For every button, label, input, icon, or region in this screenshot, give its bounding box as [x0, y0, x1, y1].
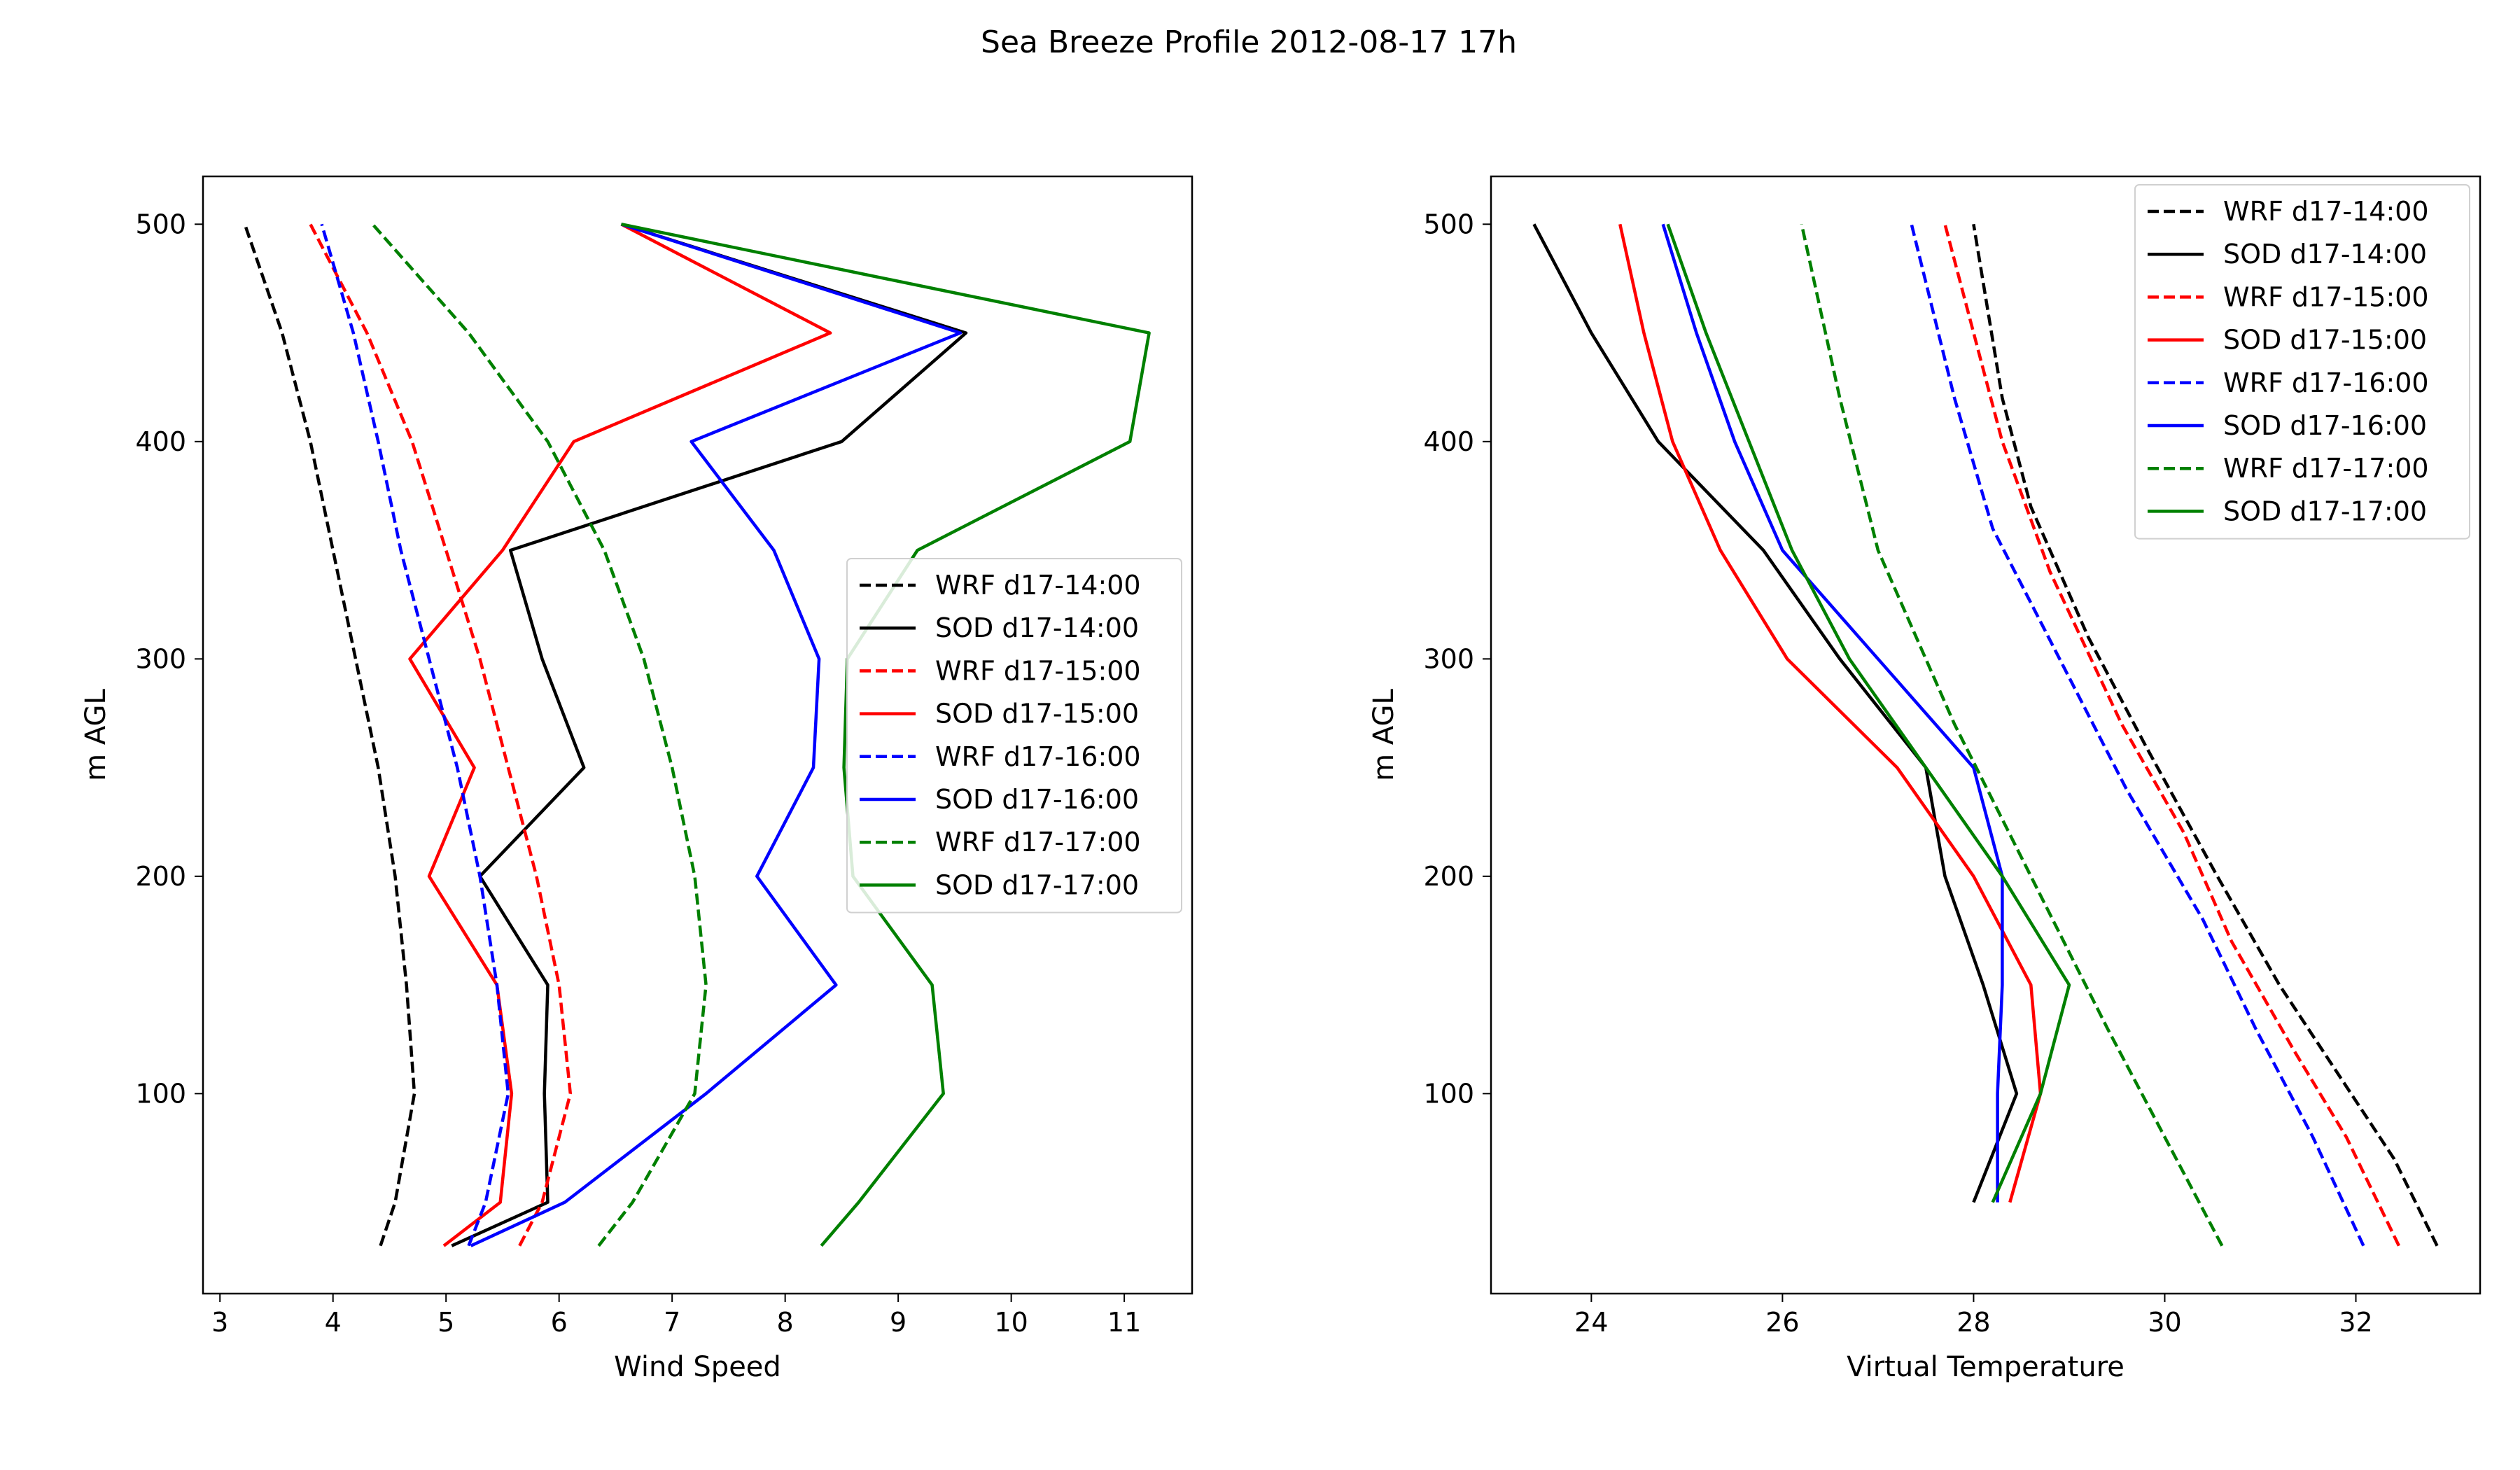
temp-series-line-4 — [1618, 223, 2043, 1203]
wind-legend-label-3: WRF d17-15:00 — [935, 655, 1141, 686]
wind-legend-label-7: WRF d17-17:00 — [935, 827, 1141, 858]
temp-legend-label-7: WRF d17-17:00 — [2223, 453, 2429, 484]
temp-axes-frame — [1490, 175, 2482, 1295]
wind-y-tick-label: 500 — [135, 209, 186, 239]
wind-series-line-1 — [243, 223, 416, 1247]
temp-x-tick-label: 32 — [2339, 1307, 2372, 1338]
temp-x-axis-label: Virtual Temperature — [1847, 1351, 2124, 1383]
wind-x-tick-label: 8 — [777, 1307, 794, 1338]
wind-x-tick-label: 11 — [1107, 1307, 1141, 1338]
temp-series-line-3 — [1943, 223, 2401, 1247]
temp-y-tick-label: 500 — [1423, 209, 1474, 239]
wind-legend-label-8: SOD d17-17:00 — [935, 869, 1139, 900]
temp-series-line-2 — [1532, 223, 2019, 1203]
temp-series-line-7 — [1800, 223, 2224, 1247]
wind-series-line-8 — [621, 223, 1151, 1247]
wind-x-axis-label: Wind Speed — [614, 1351, 781, 1383]
temp-legend-label-2: SOD d17-14:00 — [2223, 239, 2427, 270]
wind-legend: WRF d17-14:00 SOD d17-14:00 WRF d17-15:00 S… — [846, 558, 1182, 913]
temp-legend-label-3: WRF d17-15:00 — [2223, 281, 2429, 312]
temp-legend-label-4: SOD d17-15:00 — [2223, 325, 2427, 356]
wind-y-tick-label: 400 — [135, 426, 186, 457]
wind-series-line-6 — [470, 223, 962, 1247]
wind-x-tick-label: 10 — [994, 1307, 1028, 1338]
wind-x-tick-label: 6 — [551, 1307, 568, 1338]
wind-axes-frame — [202, 175, 1194, 1295]
temp-legend-label-5: WRF d17-16:00 — [2223, 368, 2429, 398]
wind-series-line-7 — [371, 223, 708, 1247]
temp-series-line-8 — [1666, 223, 2071, 1203]
wind-x-tick-label: 4 — [325, 1307, 342, 1338]
temp-series-line-1 — [1972, 223, 2439, 1247]
wind-series-line-4 — [408, 223, 832, 1247]
wind-series-line-3 — [309, 223, 573, 1247]
wind-legend-label-1: WRF d17-14:00 — [935, 570, 1141, 601]
wind-legend-box — [846, 558, 1182, 913]
wind-y-tick-label: 200 — [135, 861, 186, 892]
wind-x-tick-label: 7 — [664, 1307, 680, 1338]
temp-y-tick-label: 200 — [1423, 861, 1474, 892]
wind-speed-panel: 3 4 5 6 7 8 9 10 11 100 200 300 400 500 Wind Speed m AG… — [80, 175, 1194, 1383]
temp-legend-label-1: WRF d17-14:00 — [2223, 196, 2429, 227]
temp-y-axis-label: m AGL — [1368, 688, 1400, 780]
wind-y-axis-label: m AGL — [80, 688, 112, 780]
wind-series-line-2 — [451, 223, 968, 1247]
temp-x-tick-label: 24 — [1574, 1307, 1608, 1338]
figure-title: Sea Breeze Profile 2012-08-17 17h — [981, 24, 1517, 60]
temp-y-tick-label: 100 — [1423, 1078, 1474, 1109]
temp-legend-label-6: SOD d17-16:00 — [2223, 410, 2427, 441]
wind-series-line-5 — [320, 223, 510, 1247]
temp-series-line-6 — [1661, 223, 2004, 1203]
temp-legend: WRF d17-14:00 SOD d17-14:00 WRF d17-15:00 S… — [2134, 184, 2470, 540]
temp-x-tick-label: 28 — [1956, 1307, 1990, 1338]
wind-y-tick-label: 100 — [135, 1078, 186, 1109]
temp-legend-box — [2134, 184, 2470, 540]
temp-legend-label-8: SOD d17-17:00 — [2223, 496, 2427, 526]
temp-y-tick-label: 400 — [1423, 426, 1474, 457]
temp-x-tick-label: 30 — [2148, 1307, 2181, 1338]
wind-y-tick-label: 300 — [135, 643, 186, 674]
wind-legend-label-2: SOD d17-14:00 — [935, 612, 1139, 643]
wind-legend-label-4: SOD d17-15:00 — [935, 699, 1139, 729]
temp-y-tick-label: 300 — [1423, 643, 1474, 674]
wind-x-tick-label: 3 — [211, 1307, 228, 1338]
wind-legend-label-6: SOD d17-16:00 — [935, 784, 1139, 815]
wind-x-tick-label: 9 — [890, 1307, 906, 1338]
wind-x-tick-label: 5 — [438, 1307, 454, 1338]
temp-x-tick-label: 26 — [1765, 1307, 1799, 1338]
wind-legend-label-5: WRF d17-16:00 — [935, 741, 1141, 772]
virtual-temperature-panel: 24 26 28 30 32 100 200 300 400 500 Virtual Tempera… — [1368, 175, 2482, 1383]
